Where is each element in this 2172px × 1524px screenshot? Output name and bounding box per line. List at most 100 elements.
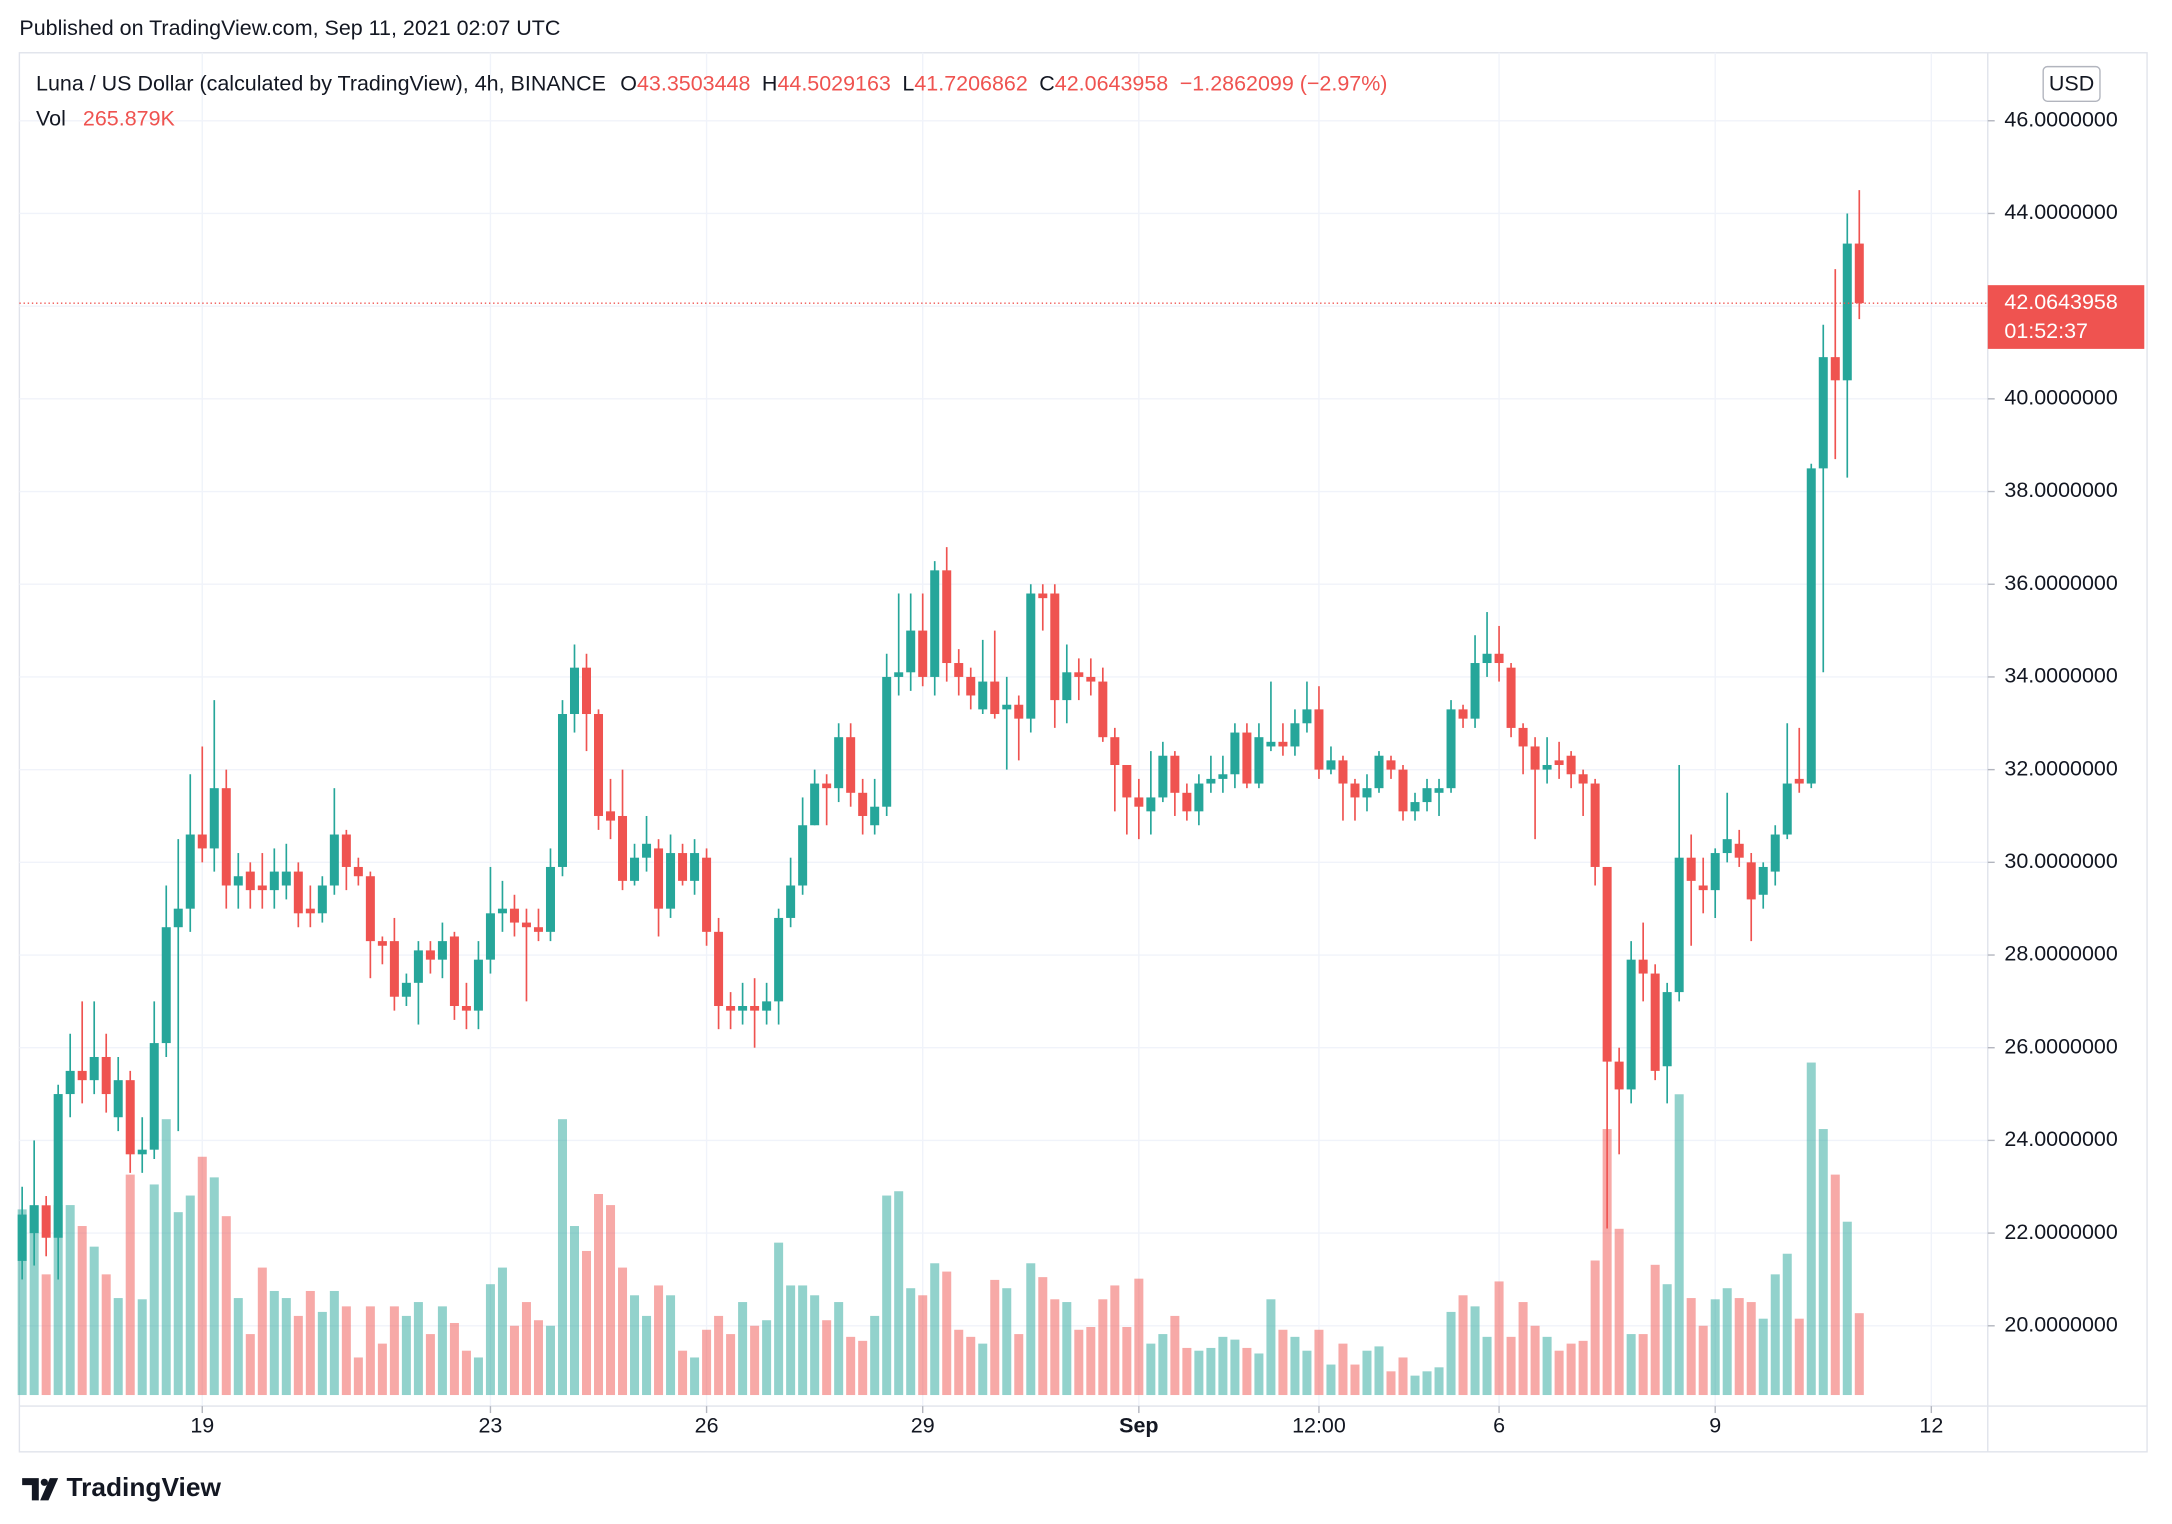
currency-box[interactable] xyxy=(2042,65,2101,102)
volume-bar xyxy=(882,1195,892,1396)
candle-body xyxy=(149,1043,159,1150)
candle-body xyxy=(377,941,387,946)
volume-bar xyxy=(125,1174,135,1396)
volume-bar xyxy=(774,1242,784,1396)
volume-pane xyxy=(17,1062,1864,1396)
candle-body xyxy=(425,950,435,960)
candle-body xyxy=(1422,788,1432,803)
volume-bar xyxy=(41,1274,51,1396)
candle-body xyxy=(401,982,411,997)
candle-body xyxy=(978,681,988,710)
y-tick-label: 32.0000000 xyxy=(2004,756,2117,780)
candle-body xyxy=(497,908,507,914)
y-tick-label: 44.0000000 xyxy=(2004,200,2117,224)
volume-bar xyxy=(185,1195,195,1396)
y-tick-label: 22.0000000 xyxy=(2004,1220,2117,1244)
volume-bar xyxy=(606,1205,616,1396)
volume-bar xyxy=(305,1290,315,1396)
volume-title: Vol xyxy=(36,106,66,130)
candle-body xyxy=(594,714,604,816)
candle-body xyxy=(233,876,243,886)
candle-body xyxy=(762,1001,772,1011)
volume-bar xyxy=(690,1357,700,1396)
volume-bar xyxy=(413,1302,423,1396)
volume-bar xyxy=(485,1284,495,1396)
candle-body xyxy=(1614,1061,1624,1090)
volume-bar xyxy=(1434,1367,1444,1396)
candle-body xyxy=(678,853,688,881)
close-label: C xyxy=(1039,71,1055,95)
candle-body xyxy=(1506,667,1516,728)
volume-bar xyxy=(1230,1339,1240,1396)
candle-body xyxy=(1566,755,1576,775)
candle-body xyxy=(1518,727,1528,747)
volume-bar xyxy=(245,1334,255,1396)
candle-body xyxy=(786,885,796,918)
volume-bar xyxy=(1806,1062,1816,1396)
candle-body xyxy=(1158,755,1168,798)
volume-bar xyxy=(65,1205,75,1396)
volume-bar xyxy=(762,1320,772,1396)
volume-bar xyxy=(678,1350,688,1396)
volume-bar xyxy=(437,1306,447,1396)
volume-bar xyxy=(1782,1253,1792,1396)
volume-bar xyxy=(1206,1347,1216,1396)
volume-bar xyxy=(1626,1334,1636,1396)
candle-body xyxy=(41,1205,51,1238)
candle-body xyxy=(77,1070,87,1081)
candle-body xyxy=(834,737,844,789)
volume-bar xyxy=(269,1290,279,1396)
volume-bar xyxy=(353,1357,363,1396)
candle-body xyxy=(1386,760,1396,770)
candle-body xyxy=(101,1056,111,1095)
volume-bar xyxy=(1734,1298,1744,1396)
candle-body xyxy=(1338,760,1348,784)
candle-body xyxy=(1830,357,1840,381)
volume-bar xyxy=(557,1119,567,1396)
candle-body xyxy=(1662,992,1672,1067)
last-price-box xyxy=(1987,285,2145,349)
volume-bar xyxy=(1842,1221,1852,1396)
candle-body xyxy=(281,871,291,886)
y-tick-label: 20.0000000 xyxy=(2004,1312,2117,1336)
candle-body xyxy=(1182,792,1192,812)
candle-body xyxy=(1326,760,1336,770)
candle-body xyxy=(654,848,664,909)
volume-bar xyxy=(77,1226,87,1396)
volume-header: Vol 265.879K xyxy=(36,106,176,130)
volume-bar xyxy=(1374,1346,1384,1396)
currency-label[interactable]: USD xyxy=(2049,71,2094,95)
volume-bar xyxy=(545,1325,555,1396)
candle-body xyxy=(1698,885,1708,891)
volume-bar xyxy=(1746,1302,1756,1396)
volume-bar xyxy=(329,1290,339,1396)
symbol-title: Luna / US Dollar (calculated by TradingV… xyxy=(36,71,606,95)
candle-body xyxy=(1410,802,1420,812)
candle-body xyxy=(1170,755,1180,793)
volume-bar xyxy=(1506,1336,1516,1396)
countdown-label: 01:52:37 xyxy=(2004,319,2088,343)
candle-body xyxy=(666,853,676,909)
candle-body xyxy=(221,788,231,886)
candle-body xyxy=(113,1080,123,1118)
candle-body xyxy=(161,927,171,1044)
candle-body xyxy=(1122,764,1132,798)
candle-body xyxy=(1146,797,1156,812)
x-tick-label: 23 xyxy=(478,1414,502,1438)
volume-bar xyxy=(569,1226,579,1396)
x-tick-label: 6 xyxy=(1493,1414,1505,1438)
volume-bar xyxy=(317,1311,327,1396)
candle-body xyxy=(846,737,856,793)
candle-body xyxy=(774,917,784,1002)
candle-body xyxy=(1602,866,1612,1062)
candle-body xyxy=(1278,741,1288,747)
candle-body xyxy=(209,788,219,849)
volume-bar xyxy=(1266,1299,1276,1396)
high-value: 44.5029163 xyxy=(777,71,890,95)
volume-bar xyxy=(702,1329,712,1396)
candle-body xyxy=(1734,843,1744,858)
candle-body xyxy=(1290,723,1300,747)
candle-body xyxy=(1854,243,1864,304)
grid xyxy=(19,52,1988,1407)
